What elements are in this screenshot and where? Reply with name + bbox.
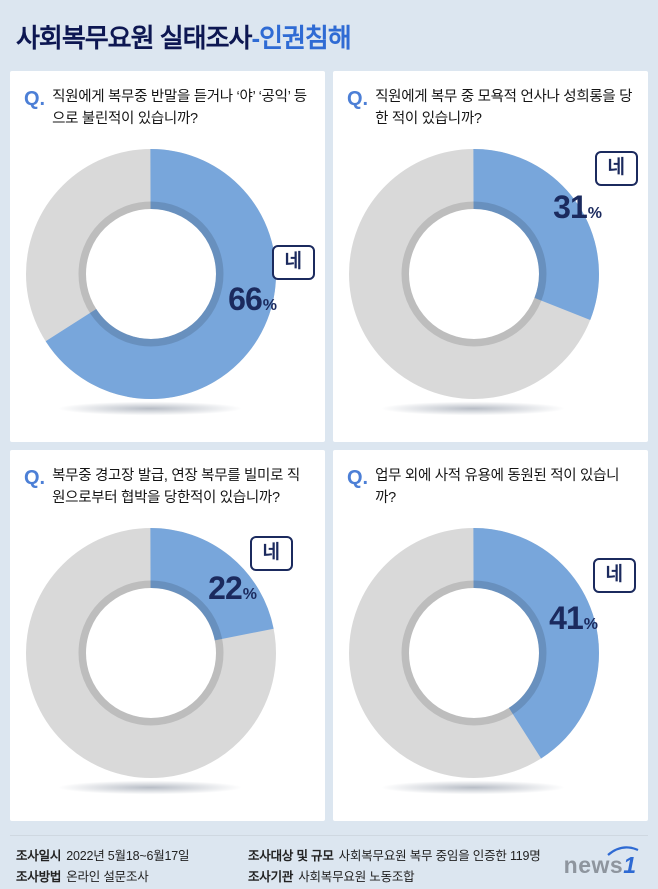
question-text: 직원에게 복무중 반말을 듣거나 ‘야’ ‘공익’ 등으로 불린적이 있습니까? [52,89,307,127]
yes-badge-label: 네 [262,542,280,563]
yes-badge: 네 [271,245,315,280]
footer-survey-method: 조사방법 온라인 설문조사 [16,867,248,888]
logo-text-news: news [563,852,624,878]
chart-drop-shadow [373,401,573,416]
footer-label: 조사기관 [248,870,294,885]
donut-chart-3: 네 22% [24,520,311,808]
question-text: 업무 외에 사적 유용에 동원된 적이 있습니까? [375,468,620,506]
percent-unit: % [262,297,277,314]
percent-unit: % [583,616,598,633]
donut-svg [26,149,276,399]
chart-drop-shadow [50,780,250,795]
percent-value: 41 [549,600,584,636]
percent-label: 66% [228,281,277,318]
question-4: Q. 업무 외에 사적 유용에 동원된 적이 있습니까? [347,466,634,516]
percent-label: 31% [553,189,602,226]
footer-survey-org: 조사기관 사회복무요원 노동조합 [248,867,564,888]
footer-label: 조사대상 및 규모 [248,849,334,863]
footer-col-right: 조사대상 및 규모 사회복무요원 복무 중임을 인증한 119명 조사기관 사회복무… [248,846,564,889]
percent-label: 22% [208,570,257,607]
survey-card-3: Q. 복무중 경고장 발급, 연장 복무를 빌미로 직원으로부터 협박을 당한적… [10,450,325,821]
footer-value: 온라인 설문조사 [66,870,149,885]
donut-chart-2: 네 31% [347,141,638,429]
survey-card-1: Q. 직원에게 복무중 반말을 듣거나 ‘야’ ‘공익’ 등으로 불린적이 있습… [10,71,325,442]
percent-unit: % [242,586,257,603]
footer-value: 사회복무요원 노동조합 [298,870,415,885]
donut-svg [26,528,276,778]
yes-badge-label: 네 [607,157,625,178]
logo-text-one: 1 [623,852,636,878]
footer-label: 조사방법 [16,870,62,885]
page-title: 사회복무요원 실태조사-인권침해 [16,18,642,55]
footer-value: 2022년 5월18~6월17일 [66,849,190,863]
yes-badge: 네 [592,558,636,593]
question-1: Q. 직원에게 복무중 반말을 듣거나 ‘야’ ‘공익’ 등으로 불린적이 있습… [24,87,311,137]
chart-drop-shadow [50,401,250,416]
page-title-accent: -인권침해 [251,23,351,53]
yes-badge: 네 [594,151,638,186]
q-label: Q. [347,467,369,489]
question-2: Q. 직원에게 복무 중 모욕적 언사나 성희롱을 당한 적이 있습니까? [347,87,634,137]
percent-value: 31 [553,189,588,225]
footer-survey-target: 조사대상 및 규모 사회복무요원 복무 중임을 인증한 119명 [248,846,564,867]
footer-label: 조사일시 [16,849,62,863]
page-title-main: 사회복무요원 실태조사 [16,23,252,53]
q-label: Q. [24,467,46,489]
yes-badge: 네 [249,536,293,571]
survey-card-2: Q. 직원에게 복무 중 모욕적 언사나 성희롱을 당한 적이 있습니까? 네 … [333,71,648,442]
q-label: Q. [347,88,369,110]
survey-card-4: Q. 업무 외에 사적 유용에 동원된 적이 있습니까? 네 41% [333,450,648,821]
donut-chart-4: 네 41% [347,520,636,808]
footer-survey-date: 조사일시 2022년 5월18~6월17일 [16,846,248,867]
news1-logo: news1 [564,846,642,879]
chart-drop-shadow [373,780,573,795]
q-label: Q. [24,88,46,110]
question-text: 복무중 경고장 발급, 연장 복무를 빌미로 직원으로부터 협박을 당한적이 있… [52,468,300,506]
footer-value: 사회복무요원 복무 중임을 인증한 119명 [338,849,541,863]
yes-badge-label: 네 [284,251,302,272]
percent-unit: % [587,205,602,222]
percent-value: 66 [228,281,263,317]
percent-label: 41% [549,600,598,637]
footer: 조사일시 2022년 5월18~6월17일 조사방법 온라인 설문조사 조사대상 및… [10,835,648,889]
question-text: 직원에게 복무 중 모욕적 언사나 성희롱을 당한 적이 있습니까? [375,89,633,127]
yes-badge-label: 네 [605,564,623,585]
footer-col-left: 조사일시 2022년 5월18~6월17일 조사방법 온라인 설문조사 [16,846,248,889]
question-3: Q. 복무중 경고장 발급, 연장 복무를 빌미로 직원으로부터 협박을 당한적… [24,466,311,516]
percent-value: 22 [208,570,243,606]
donut-svg [349,528,599,778]
logo-swoosh-icon [607,846,639,856]
chart-grid: Q. 직원에게 복무중 반말을 듣거나 ‘야’ ‘공익’ 등으로 불린적이 있습… [10,71,648,821]
donut-svg [349,149,599,399]
donut-chart-1: 네 66% [24,141,315,429]
